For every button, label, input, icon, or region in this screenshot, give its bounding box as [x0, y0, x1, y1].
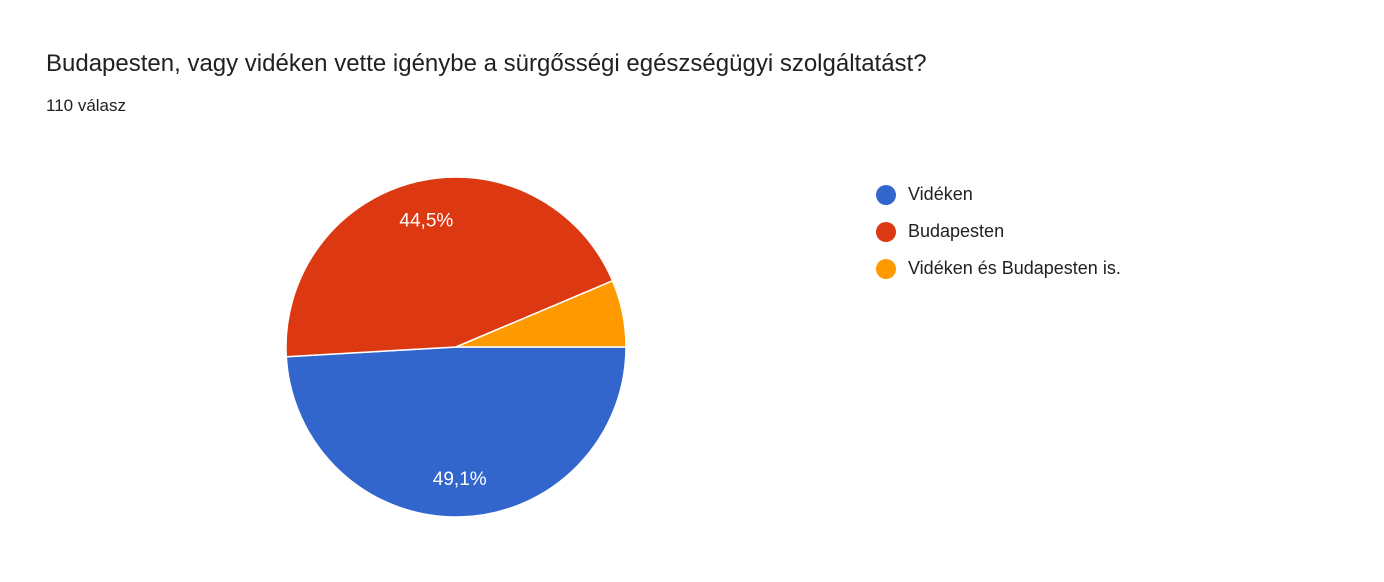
pie-slice-0[interactable]	[285, 346, 627, 518]
legend-item[interactable]: Vidéken	[876, 176, 1121, 213]
legend-label: Vidéken és Budapesten is.	[908, 258, 1121, 278]
response-count: 110 válasz	[46, 96, 127, 115]
legend-swatch	[876, 184, 896, 205]
legend-swatch	[876, 221, 896, 242]
legend-label: Vidéken	[908, 184, 973, 204]
slice-label-1: 44,5%	[399, 211, 453, 232]
legend-item[interactable]: Vidéken és Budapesten is.	[876, 250, 1121, 287]
legend: Vidéken Budapesten Vidéken és Budapesten i…	[876, 176, 1121, 287]
legend-label: Budapesten	[908, 221, 1005, 241]
legend-swatch	[876, 258, 896, 279]
chart-title: Budapesten, vagy vidéken vette igénybe a…	[46, 50, 927, 77]
legend-item[interactable]: Budapesten	[876, 213, 1121, 250]
pie-slice-2[interactable]	[455, 279, 627, 348]
slice-label-0: 49,1%	[433, 469, 487, 490]
pie-slice-1[interactable]	[285, 176, 614, 358]
